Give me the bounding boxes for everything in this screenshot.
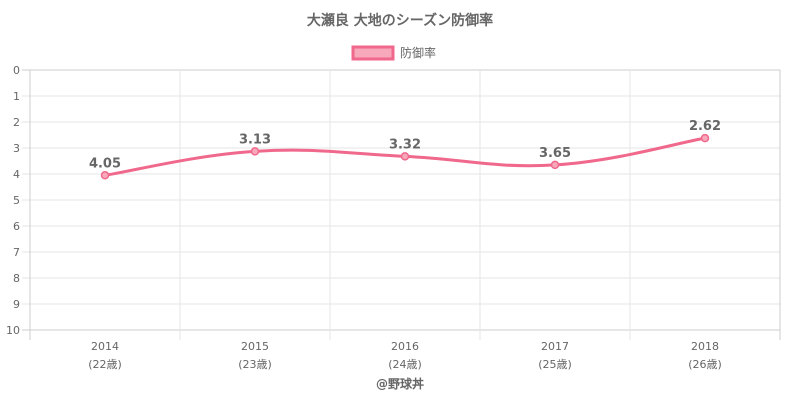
y-tick-label: 7 — [13, 246, 20, 259]
legend-swatch — [351, 45, 395, 61]
credit-text: @野球丼 — [376, 376, 424, 391]
x-tick-label: 2016 — [391, 340, 419, 353]
y-tick-label: 2 — [13, 116, 20, 129]
legend-label: 防御率 — [400, 45, 436, 60]
x-tick-sublabel: (24歳) — [388, 358, 422, 371]
data-labels: 4.05 3.13 3.32 3.65 2.62 — [89, 119, 721, 171]
x-axis-ticks: 2014 (22歳) 2015 (23歳) 2016 (24歳) 2017 (25歳) 2018… — [88, 340, 722, 371]
data-point[interactable] — [250, 147, 260, 156]
grid — [22, 69, 781, 340]
data-label: 3.13 — [239, 132, 271, 147]
y-tick-label: 9 — [13, 298, 20, 311]
data-label: 3.65 — [539, 146, 571, 161]
y-tick-label: 3 — [13, 142, 20, 155]
x-tick-sublabel: (25歳) — [538, 358, 572, 371]
y-tick-label: 6 — [13, 220, 20, 233]
x-tick-sublabel: (23歳) — [238, 358, 272, 371]
x-tick-label: 2014 — [91, 340, 119, 353]
y-tick-label: 0 — [13, 64, 20, 77]
y-tick-label: 4 — [13, 168, 20, 181]
legend[interactable]: 防御率 — [351, 45, 436, 61]
series-era — [100, 133, 710, 180]
data-point[interactable] — [400, 152, 410, 161]
x-tick-label: 2018 — [691, 340, 719, 353]
y-tick-label: 5 — [13, 194, 20, 207]
x-tick-sublabel: (26歳) — [688, 358, 722, 371]
y-axis-ticks: 0 1 2 3 4 5 6 7 8 9 10 — [6, 64, 20, 337]
data-point[interactable] — [700, 133, 710, 143]
y-tick-label: 8 — [13, 272, 20, 285]
x-tick-label: 2015 — [241, 340, 269, 353]
data-point[interactable] — [550, 160, 560, 170]
y-tick-label: 1 — [13, 90, 20, 103]
x-tick-label: 2017 — [541, 340, 569, 353]
data-point[interactable] — [100, 171, 110, 180]
chart-title: 大瀬良 大地のシーズン防御率 — [307, 12, 493, 29]
data-label: 2.62 — [689, 119, 721, 134]
data-label: 4.05 — [89, 156, 121, 171]
y-tick-label: 10 — [6, 324, 20, 337]
data-label: 3.32 — [389, 137, 421, 152]
x-tick-sublabel: (22歳) — [88, 358, 122, 371]
